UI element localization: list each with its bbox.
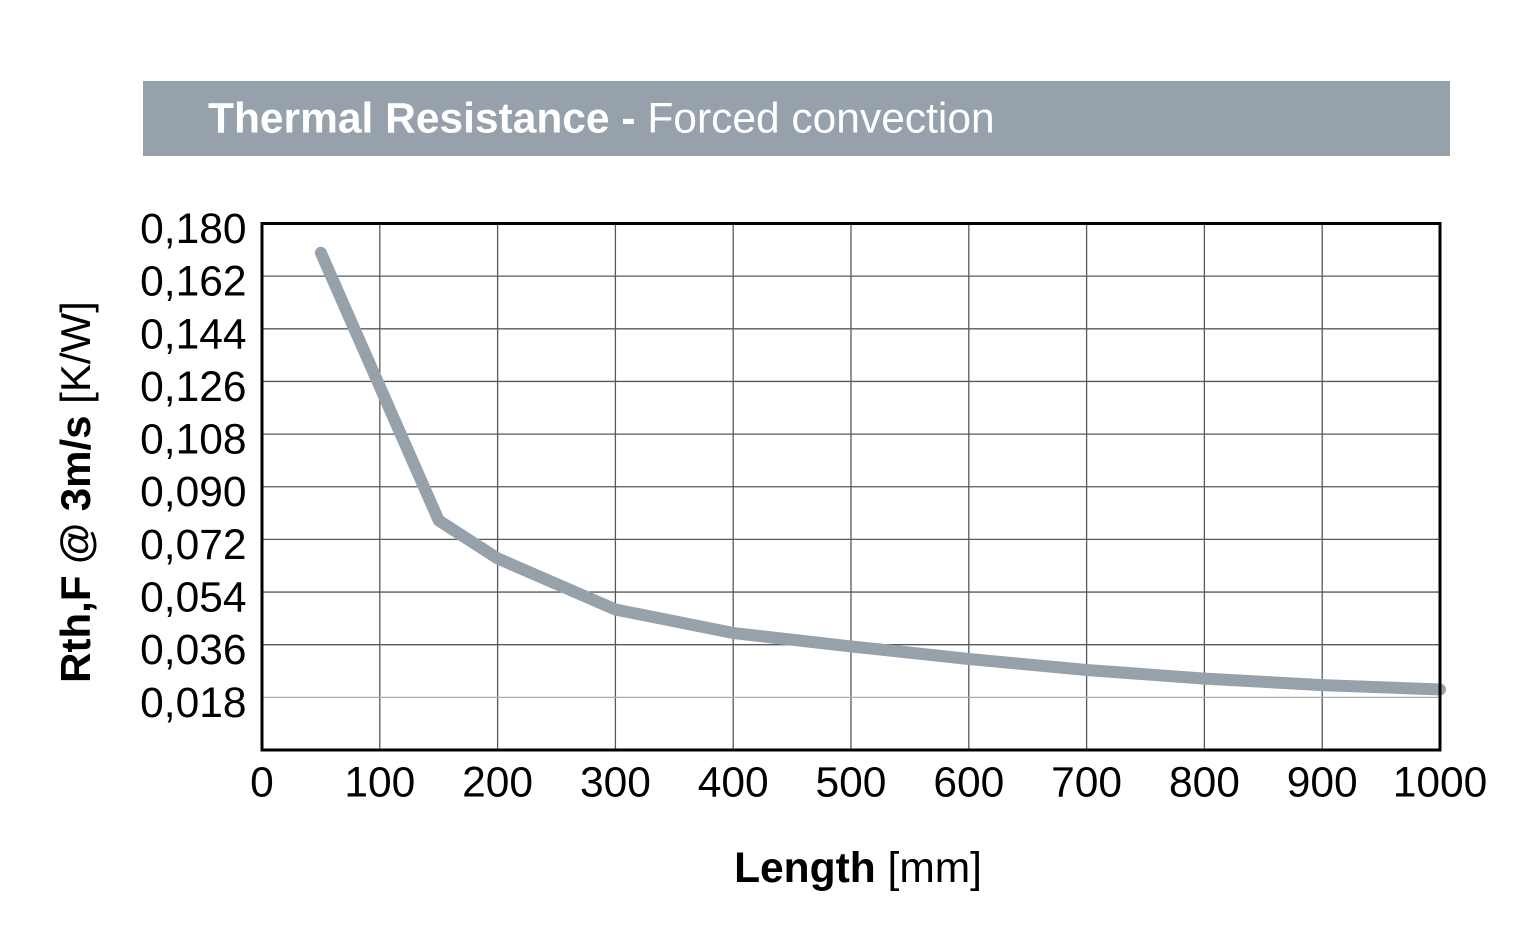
svg-text:Thermal Resistance - Forced co: Thermal Resistance - Forced convection — [208, 96, 995, 143]
svg-text:0: 0 — [250, 760, 274, 807]
svg-text:200: 200 — [462, 760, 533, 807]
svg-text:0,162: 0,162 — [140, 259, 246, 306]
svg-text:0,072: 0,072 — [140, 522, 246, 569]
svg-text:0,180: 0,180 — [140, 206, 246, 253]
svg-text:700: 700 — [1051, 760, 1122, 807]
svg-text:0,090: 0,090 — [140, 469, 246, 516]
svg-text:0,054: 0,054 — [140, 575, 246, 622]
svg-text:0,108: 0,108 — [140, 417, 246, 464]
svg-text:600: 600 — [933, 760, 1004, 807]
svg-text:0,018: 0,018 — [140, 680, 246, 727]
svg-text:500: 500 — [816, 760, 887, 807]
svg-text:0,036: 0,036 — [140, 627, 246, 674]
svg-text:Length [mm]: Length [mm] — [734, 845, 982, 892]
svg-text:300: 300 — [580, 760, 651, 807]
svg-text:100: 100 — [344, 760, 415, 807]
svg-text:0,126: 0,126 — [140, 364, 246, 411]
svg-text:400: 400 — [698, 760, 769, 807]
svg-text:1000: 1000 — [1393, 760, 1488, 807]
svg-text:900: 900 — [1287, 760, 1358, 807]
svg-text:Rth,F @ 3m/s [K/W]: Rth,F @ 3m/s [K/W] — [52, 301, 99, 683]
svg-text:0,144: 0,144 — [140, 311, 246, 358]
svg-text:800: 800 — [1169, 760, 1240, 807]
